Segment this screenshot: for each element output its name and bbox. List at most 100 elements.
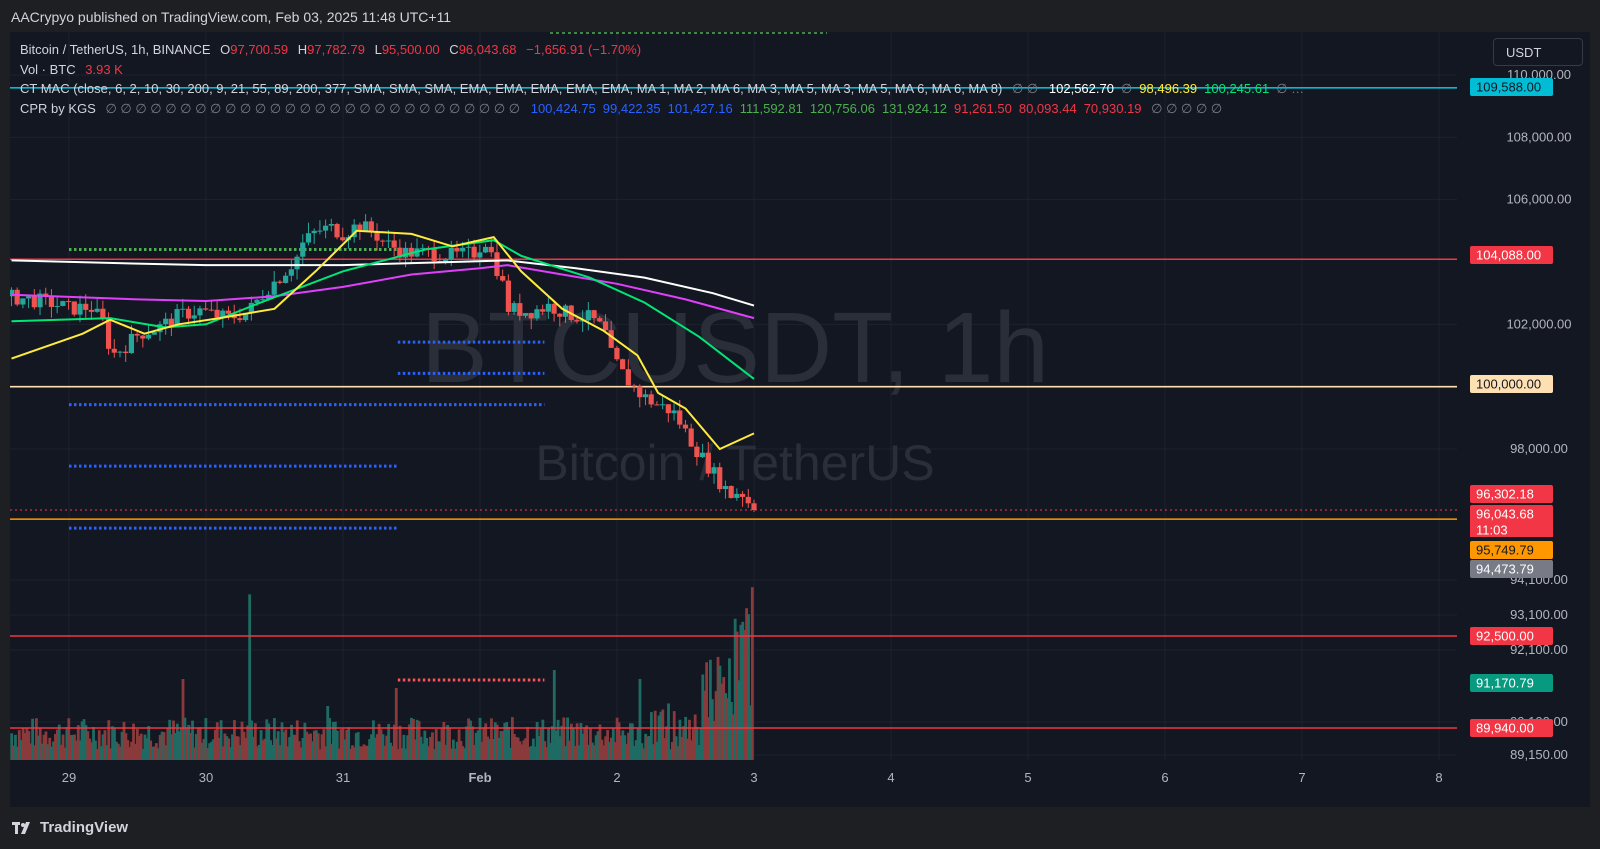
publish-header: AACrypyo published on TradingView.com, F… xyxy=(0,0,1600,32)
price-tick-label: 89,150.00 xyxy=(1510,747,1568,762)
candle-body xyxy=(111,348,117,353)
volume-bar xyxy=(695,726,699,760)
candle-body xyxy=(385,240,392,242)
volume-bar xyxy=(305,731,309,760)
volume-bar xyxy=(202,738,206,760)
volume-bar xyxy=(341,728,345,760)
volume-bar xyxy=(76,725,80,760)
volume-bar xyxy=(65,727,69,760)
volume-bar xyxy=(619,735,623,760)
cpr-label[interactable]: CPR by KGS xyxy=(20,100,96,116)
candle-body xyxy=(174,309,180,327)
volume-bar xyxy=(680,736,684,760)
cpr-value-8: 70,930.19 xyxy=(1083,100,1142,116)
volume-bar xyxy=(286,746,290,760)
volume-bar xyxy=(80,721,84,760)
volume-bar xyxy=(629,723,632,760)
tradingview-logo[interactable]: TradingView xyxy=(12,819,128,836)
volume-bar xyxy=(691,728,695,760)
volume-bar xyxy=(250,720,253,760)
volume-bar xyxy=(113,727,116,760)
candle-body xyxy=(277,281,283,283)
volume-bar xyxy=(248,594,252,760)
candle-body xyxy=(500,276,506,281)
volume-bar xyxy=(450,748,453,760)
legend-symbol[interactable]: Bitcoin / TetherUS, 1h, BINANCE xyxy=(20,42,211,57)
cpr-value-4: 120,756.06 xyxy=(809,100,875,116)
volume-bar xyxy=(187,724,191,760)
volume-bar xyxy=(33,745,36,760)
candle-body xyxy=(637,386,643,398)
legend-change: −1,656.91 (−1.70%) xyxy=(526,42,642,57)
volume-bar xyxy=(183,717,187,760)
candle-body xyxy=(620,359,626,370)
volume-bar xyxy=(354,733,358,760)
volume-bar xyxy=(421,743,425,760)
time-tick-label: 6 xyxy=(1161,770,1168,785)
volume-bar xyxy=(543,741,547,760)
volume-bar xyxy=(324,746,328,760)
volume-bar xyxy=(411,719,415,760)
volume-bar xyxy=(627,732,630,760)
volume-bar xyxy=(227,738,231,760)
volume-bar xyxy=(151,746,154,760)
volume-bar xyxy=(674,736,678,760)
volume-bar xyxy=(610,737,613,760)
volume-bar xyxy=(493,722,497,760)
volume-bar xyxy=(716,656,720,760)
candle-body xyxy=(528,313,534,319)
volume-bar xyxy=(528,746,531,760)
volume-bar xyxy=(520,744,524,760)
candle-body xyxy=(585,310,591,321)
volume-bar xyxy=(522,740,526,760)
price-label-text: 94,473.79 xyxy=(1476,562,1534,577)
volume-bar xyxy=(682,726,686,760)
volume-bar xyxy=(10,733,14,760)
candle-body xyxy=(642,394,649,398)
footer: TradingView xyxy=(0,807,1600,849)
volume-bar xyxy=(621,730,625,760)
candle-body xyxy=(454,247,460,252)
volume-bar xyxy=(436,741,440,760)
candle-body xyxy=(625,369,631,386)
volume-bar xyxy=(221,746,225,760)
volume-bar xyxy=(476,730,480,760)
volume-bar xyxy=(135,728,139,760)
chart-area[interactable]: BTCUSDT, 1h Bitcoin / TetherUS 110,000.00 1… xyxy=(10,32,1590,807)
volume-bar xyxy=(147,725,151,760)
candle-body xyxy=(665,404,671,414)
volume-bar xyxy=(688,719,691,760)
candle-body xyxy=(94,308,100,312)
volume-bar xyxy=(105,745,109,760)
volume-bar xyxy=(638,679,642,760)
candle-body xyxy=(722,486,729,490)
volume-bar xyxy=(54,733,57,760)
volume-bar xyxy=(396,749,400,760)
volume-bar xyxy=(46,744,50,760)
volume-bar xyxy=(137,736,141,760)
candle-body xyxy=(362,221,369,232)
volume-bar xyxy=(223,733,227,760)
volume-bar xyxy=(242,731,246,760)
volume-bar xyxy=(623,735,627,760)
volume-bar xyxy=(240,721,244,760)
volume-bar xyxy=(524,738,528,760)
volume-bar xyxy=(592,745,596,760)
volume-bar xyxy=(709,659,712,760)
volume-bar xyxy=(583,727,587,760)
volume-bar xyxy=(689,740,693,760)
volume-bar xyxy=(368,739,372,760)
volume-bar xyxy=(343,739,347,760)
ctmac-value-1: ∅ xyxy=(1120,81,1133,96)
ctmac-values: 102,562.70 ∅ 98,496.39 100,245.61 ∅ … xyxy=(1042,81,1304,96)
ctmac-label[interactable]: CT MAC (close, 6, 2, 10, 30, 200, 9, 21,… xyxy=(20,81,1003,96)
candle-body xyxy=(88,309,95,312)
currency-button[interactable]: USDT xyxy=(1493,38,1583,66)
volume-label[interactable]: Vol · BTC xyxy=(20,61,76,77)
volume-bar xyxy=(585,725,589,760)
legend-h-label: H xyxy=(297,42,308,57)
volume-bar xyxy=(164,745,168,760)
volume-bar xyxy=(503,722,507,760)
volume-bar xyxy=(518,741,522,760)
